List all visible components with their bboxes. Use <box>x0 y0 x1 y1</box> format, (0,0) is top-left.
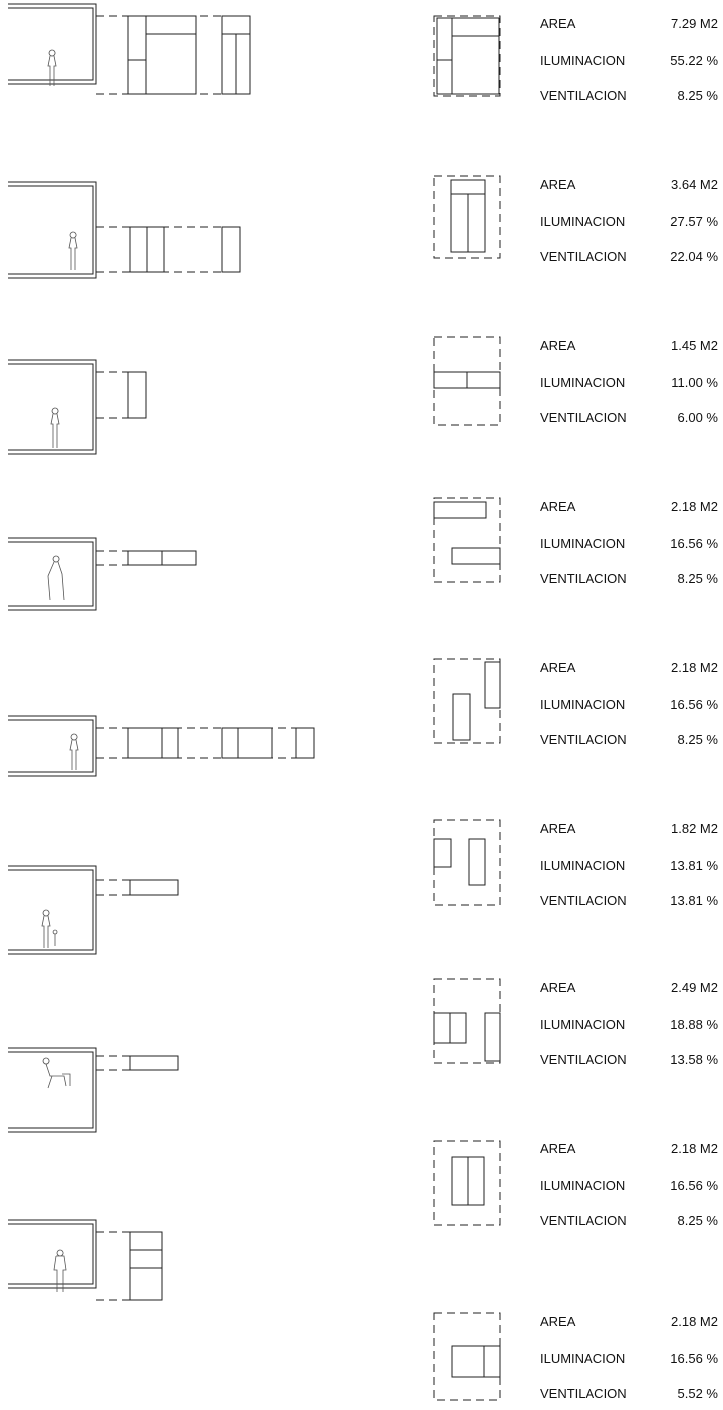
metric-value: 8.25 % <box>678 88 719 103</box>
metric-label: VENTILACION <box>540 1052 627 1067</box>
metric-value: 1.82 M2 <box>671 821 718 836</box>
plan-3 <box>433 336 501 426</box>
metric-label: AREA <box>540 177 576 192</box>
metric-label: AREA <box>540 1314 576 1329</box>
section-4 <box>8 537 197 611</box>
metric-label: ILUMINACION <box>540 1351 625 1366</box>
metric-label: ILUMINACION <box>540 53 625 68</box>
metric-label: AREA <box>540 980 576 995</box>
metric-label: VENTILACION <box>540 1213 627 1228</box>
metric-value: 22.04 % <box>670 249 718 264</box>
metric-value: 2.18 M2 <box>671 1141 718 1156</box>
metric-value: 16.56 % <box>670 1178 718 1193</box>
metric-label: VENTILACION <box>540 249 627 264</box>
metric-label: ILUMINACION <box>540 1017 625 1032</box>
metric-label: ILUMINACION <box>540 536 625 551</box>
metric-value: 2.18 M2 <box>671 499 718 514</box>
metric-value: 13.58 % <box>670 1052 718 1067</box>
plan-6 <box>433 819 501 906</box>
metric-label: AREA <box>540 660 576 675</box>
section-3 <box>8 359 147 455</box>
human-figure-icon <box>68 231 78 270</box>
metric-label: VENTILACION <box>540 571 627 586</box>
metric-value: 5.52 % <box>678 1386 719 1401</box>
metric-value: 8.25 % <box>678 1213 719 1228</box>
metric-value: 18.88 % <box>670 1017 718 1032</box>
section-6 <box>8 865 179 955</box>
metric-value: 3.64 M2 <box>671 177 718 192</box>
human-figure-icon <box>50 407 60 448</box>
human-figure-icon <box>47 49 57 86</box>
metric-value: 11.00 % <box>671 375 718 390</box>
section-5 <box>8 715 315 777</box>
plan-1 <box>433 15 501 97</box>
metric-label: AREA <box>540 821 576 836</box>
seated-figure-icon <box>42 1057 71 1089</box>
metric-label: VENTILACION <box>540 1386 627 1401</box>
section-7 <box>8 1047 179 1133</box>
metric-label: VENTILACION <box>540 410 627 425</box>
metric-value: 8.25 % <box>678 732 719 747</box>
metric-value: 7.29 M2 <box>671 16 718 31</box>
metric-value: 16.56 % <box>670 697 718 712</box>
metric-label: ILUMINACION <box>540 375 625 390</box>
metric-label: AREA <box>540 499 576 514</box>
section-8 <box>8 1219 163 1301</box>
metric-label: VENTILACION <box>540 893 627 908</box>
section-2 <box>8 181 241 279</box>
metric-value: 27.57 % <box>670 214 718 229</box>
plan-9 <box>433 1312 501 1401</box>
metric-label: ILUMINACION <box>540 858 625 873</box>
metric-label: ILUMINACION <box>540 214 625 229</box>
human-figure-icon <box>69 733 79 770</box>
metric-label: VENTILACION <box>540 732 627 747</box>
metric-label: VENTILACION <box>540 88 627 103</box>
plan-4 <box>433 497 501 583</box>
metric-value: 2.18 M2 <box>671 660 718 675</box>
plan-2 <box>433 175 501 259</box>
human-figure-icon <box>41 909 58 948</box>
section-1 <box>8 3 251 95</box>
metric-value: 13.81 % <box>670 858 718 873</box>
metric-value: 8.25 % <box>678 571 719 586</box>
metric-value: 6.00 % <box>678 410 719 425</box>
metric-label: AREA <box>540 16 576 31</box>
metric-label: ILUMINACION <box>540 697 625 712</box>
metric-value: 16.56 % <box>670 1351 718 1366</box>
plan-8 <box>433 1140 501 1226</box>
metric-value: 2.18 M2 <box>671 1314 718 1329</box>
human-figure-icon <box>47 555 65 601</box>
metric-label: ILUMINACION <box>540 1178 625 1193</box>
metric-value: 1.45 M2 <box>671 338 718 353</box>
metric-label: AREA <box>540 1141 576 1156</box>
metric-label: AREA <box>540 338 576 353</box>
plan-7 <box>433 978 501 1064</box>
metric-value: 2.49 M2 <box>671 980 718 995</box>
metric-value: 55.22 % <box>670 53 718 68</box>
human-figure-icon <box>53 1249 67 1292</box>
plan-5 <box>433 658 501 744</box>
metric-value: 13.81 % <box>670 893 718 908</box>
metric-value: 16.56 % <box>670 536 718 551</box>
